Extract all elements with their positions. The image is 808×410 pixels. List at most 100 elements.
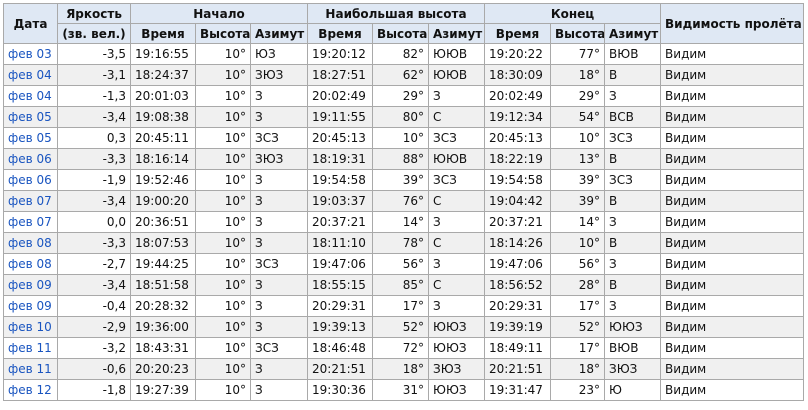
- cell: Видим: [660, 85, 805, 107]
- table-row: фев 09 -3,4 18:51:58 10° З 18:55:15 85° С 18:56:…: [3, 274, 805, 296]
- date-link[interactable]: фев 04: [8, 89, 52, 103]
- cell: 56°: [550, 253, 605, 275]
- cell: -1,8: [57, 379, 131, 401]
- cell: З: [603, 85, 662, 107]
- cell: Видим: [660, 127, 805, 149]
- date-link[interactable]: фев 06: [8, 173, 52, 187]
- cell: 10°: [550, 127, 605, 149]
- table-header: Дата Яркость Начало Наибольшая высота Ко…: [3, 3, 805, 44]
- date-link[interactable]: фев 12: [8, 383, 52, 397]
- cell: 62°: [372, 64, 429, 86]
- cell: 19:03:37: [307, 190, 373, 212]
- cell: В: [603, 148, 662, 170]
- date-link[interactable]: фев 07: [8, 215, 52, 229]
- cell: 10°: [195, 190, 251, 212]
- cell: 52°: [550, 316, 605, 338]
- cell: -0,6: [57, 358, 131, 380]
- cell: ЮЮВ: [428, 64, 485, 86]
- cell: Видим: [660, 211, 805, 233]
- cell: ЮЮЗ: [428, 337, 485, 359]
- date-link[interactable]: фев 05: [8, 131, 52, 145]
- cell: ЗСЗ: [428, 127, 485, 149]
- cell: 19:20:22: [484, 43, 551, 65]
- cell: 19:54:58: [484, 169, 551, 191]
- cell: 10°: [372, 127, 429, 149]
- date-link[interactable]: фев 04: [8, 68, 52, 82]
- date-link[interactable]: фев 11: [8, 341, 52, 355]
- date-link[interactable]: фев 05: [8, 110, 52, 124]
- cell: 0,0: [57, 211, 131, 233]
- cell: З: [250, 316, 308, 338]
- date-cell: фев 05: [3, 106, 58, 128]
- cell: Видим: [660, 64, 805, 86]
- cell: 18:11:10: [307, 232, 373, 254]
- header-cell: Высота: [372, 23, 429, 44]
- date-link[interactable]: фев 07: [8, 194, 52, 208]
- cell: 20:37:21: [307, 211, 373, 233]
- date-link[interactable]: фев 08: [8, 236, 52, 250]
- cell: З: [250, 190, 308, 212]
- cell: Видим: [660, 358, 805, 380]
- table-row: фев 07 0,0 20:36:51 10° З 20:37:21 14° З 20:37:2…: [3, 211, 805, 233]
- date-link[interactable]: фев 06: [8, 152, 52, 166]
- date-link[interactable]: фев 03: [8, 47, 52, 61]
- cell: 19:27:39: [130, 379, 196, 401]
- cell: 20:45:13: [307, 127, 373, 149]
- cell: ЮЮЗ: [603, 316, 662, 338]
- cell: 20:45:13: [484, 127, 551, 149]
- date-link[interactable]: фев 09: [8, 299, 52, 313]
- cell: 18°: [372, 358, 429, 380]
- cell: 19:47:06: [307, 253, 373, 275]
- table-row: фев 06 -1,9 19:52:46 10° З 19:54:58 39° ЗСЗ 19:5…: [3, 169, 805, 191]
- header-cell: Дата: [3, 3, 58, 44]
- cell: 31°: [372, 379, 429, 401]
- cell: 20:29:31: [307, 295, 373, 317]
- cell: 19:16:55: [130, 43, 196, 65]
- date-link[interactable]: фев 10: [8, 320, 52, 334]
- cell: 19:12:34: [484, 106, 551, 128]
- cell: 20:20:23: [130, 358, 196, 380]
- cell: 77°: [550, 43, 605, 65]
- cell: ЮЮВ: [428, 43, 485, 65]
- cell: 20:21:51: [307, 358, 373, 380]
- cell: -3,2: [57, 337, 131, 359]
- date-cell: фев 04: [3, 64, 58, 86]
- cell: 18:07:53: [130, 232, 196, 254]
- cell: 20:02:49: [484, 85, 551, 107]
- cell: 20:29:31: [484, 295, 551, 317]
- date-link[interactable]: фев 11: [8, 362, 52, 376]
- cell: -0,4: [57, 295, 131, 317]
- date-cell: фев 12: [3, 379, 58, 401]
- cell: ЗСЗ: [428, 169, 485, 191]
- header-cell: Высота: [195, 23, 251, 44]
- date-link[interactable]: фев 09: [8, 278, 52, 292]
- cell: ЮЮЗ: [428, 316, 485, 338]
- table-row: фев 11 -0,6 20:20:23 10° З 20:21:51 18° ЗЮЗ 20:2…: [3, 358, 805, 380]
- date-cell: фев 11: [3, 337, 58, 359]
- cell: ВЮВ: [603, 43, 662, 65]
- cell: 39°: [550, 190, 605, 212]
- cell: 10°: [195, 211, 251, 233]
- cell: ЗСЗ: [603, 169, 662, 191]
- table-row: фев 11 -3,2 18:43:31 10° ЗСЗ 18:46:48 72° ЮЮЗ 18…: [3, 337, 805, 359]
- passes-table: Дата Яркость Начало Наибольшая высота Ко…: [3, 3, 805, 401]
- table-body: фев 03 -3,5 19:16:55 10° ЮЗ 19:20:12 82° ЮЮВ 19:…: [3, 43, 805, 401]
- date-cell: фев 05: [3, 127, 58, 149]
- cell: Видим: [660, 337, 805, 359]
- cell: Видим: [660, 169, 805, 191]
- cell: 20:28:32: [130, 295, 196, 317]
- header-cell: Наибольшая высота: [307, 3, 485, 24]
- cell: ЗЮЗ: [428, 358, 485, 380]
- date-link[interactable]: фев 08: [8, 257, 52, 271]
- cell: 19:39:19: [484, 316, 551, 338]
- date-cell: фев 09: [3, 274, 58, 296]
- cell: -3,3: [57, 148, 131, 170]
- cell: 18:46:48: [307, 337, 373, 359]
- cell: 14°: [550, 211, 605, 233]
- cell: 39°: [372, 169, 429, 191]
- cell: 17°: [550, 295, 605, 317]
- cell: ЮЗ: [250, 43, 308, 65]
- cell: ВЮВ: [603, 337, 662, 359]
- cell: З: [250, 232, 308, 254]
- cell: -3,4: [57, 106, 131, 128]
